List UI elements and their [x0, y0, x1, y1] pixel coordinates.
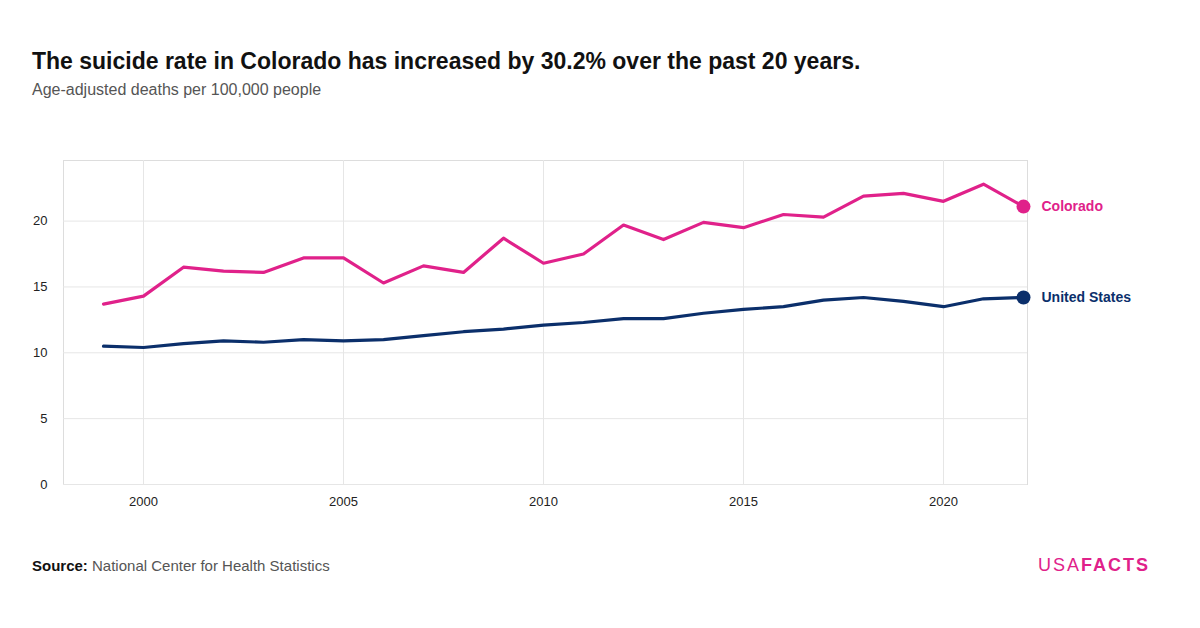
svg-text:2005: 2005 — [329, 494, 358, 509]
html-text:USA FACTS: USA FACTS — [1038, 555, 1150, 575]
svg-text:10: 10 — [33, 345, 47, 360]
svg-text:15: 15 — [33, 279, 47, 294]
svg-text:0: 0 — [40, 477, 47, 492]
svg-text:2000: 2000 — [129, 494, 158, 509]
svg-text:2015: 2015 — [729, 494, 758, 509]
svg-text:2020: 2020 — [929, 494, 958, 509]
svg-text:2010: 2010 — [529, 494, 558, 509]
html-text:Source: National Center for He: Source: National Center for Health Stati… — [32, 557, 330, 574]
html-text:The suicide rate in Colorado h: The suicide rate in Colorado has increas… — [32, 48, 861, 74]
svg-text:Colorado: Colorado — [1042, 198, 1103, 214]
svg-text:5: 5 — [40, 411, 47, 426]
html-text:Age-adjusted deaths per 100,00: Age-adjusted deaths per 100,000 people — [32, 81, 322, 98]
svg-text:20: 20 — [33, 213, 47, 228]
svg-text:United States: United States — [1042, 289, 1132, 305]
